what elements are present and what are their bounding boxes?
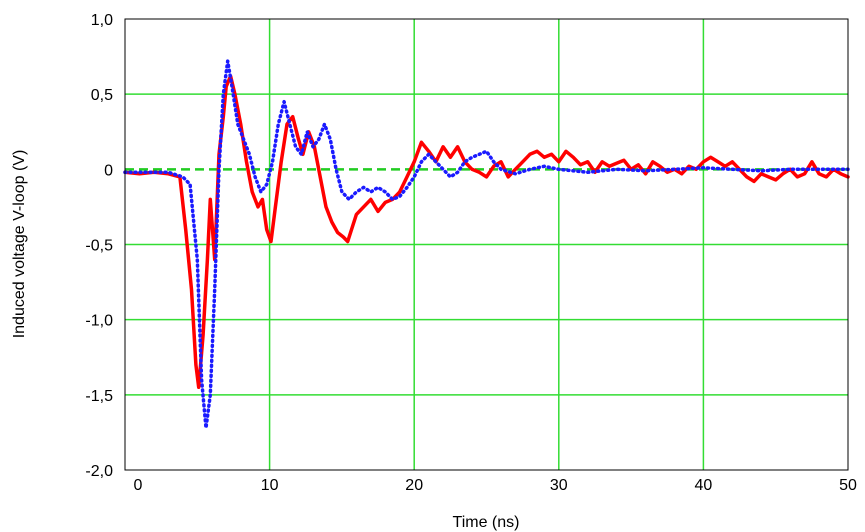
y-tick-labels: 1,0 0,5 0 -0,5 -1,0 -1,5 -2,0	[85, 12, 113, 480]
x-tick-labels: 0 10 20 30 40 50	[134, 477, 857, 494]
y-tick-label: -1,5	[85, 388, 113, 405]
x-tick-label: 50	[839, 477, 857, 494]
grid	[125, 19, 848, 470]
x-tick-label: 40	[695, 477, 713, 494]
series-dotted-line	[123, 59, 850, 430]
x-tick-label: 20	[405, 477, 423, 494]
x-axis-title: Time (ns)	[453, 514, 520, 531]
y-axis-title: Induced voltage V-loop (V)	[11, 150, 28, 339]
y-tick-label: 0,5	[91, 87, 113, 104]
y-tick-label: 1,0	[91, 12, 113, 29]
y-tick-label: -2,0	[85, 463, 113, 480]
plot-frame	[124, 18, 849, 471]
series-solid-line	[123, 74, 850, 390]
y-tick-label: -0,5	[85, 238, 113, 255]
y-tick-label: -1,0	[85, 313, 113, 330]
x-tick-label: 10	[261, 477, 279, 494]
x-tick-label: 30	[550, 477, 568, 494]
series-group	[123, 59, 850, 430]
y-tick-label: 0	[104, 162, 113, 179]
x-tick-label: 0	[134, 477, 143, 494]
